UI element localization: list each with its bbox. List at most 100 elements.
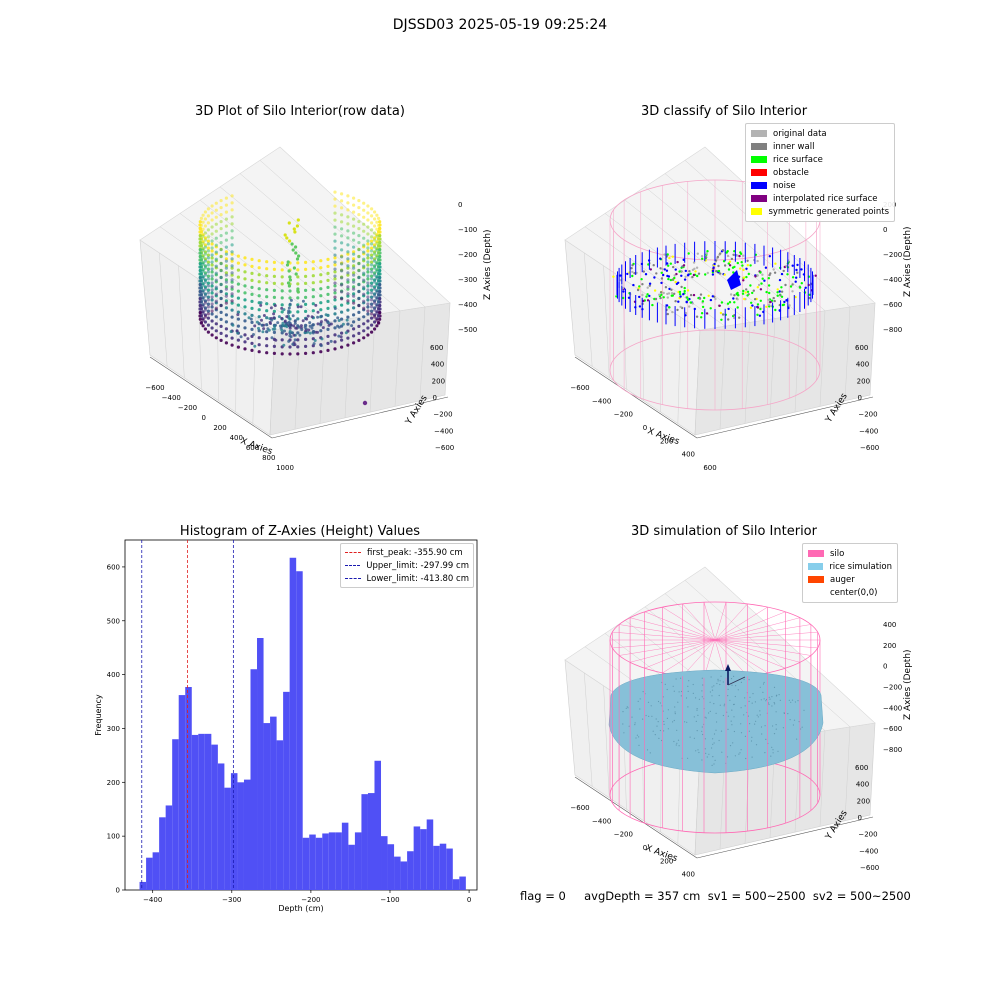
grid-line bbox=[719, 326, 726, 430]
classified-point bbox=[674, 280, 677, 284]
floor-point bbox=[316, 310, 320, 314]
wall-point bbox=[210, 281, 214, 285]
wall-point bbox=[214, 229, 218, 233]
rice-mesh-dot bbox=[768, 703, 770, 706]
floor-point bbox=[312, 330, 316, 333]
wall-point bbox=[224, 203, 228, 207]
rice-mesh-dot bbox=[634, 722, 636, 724]
wall-point bbox=[206, 239, 210, 243]
rice-mesh-dot bbox=[770, 755, 772, 757]
outlier-point bbox=[362, 400, 368, 406]
classified-point bbox=[794, 295, 797, 299]
wall-point bbox=[326, 327, 330, 331]
histogram-bar bbox=[165, 805, 173, 890]
rice-mesh-dot bbox=[661, 739, 663, 742]
histogram-bar bbox=[367, 793, 375, 890]
rice-mesh-dot bbox=[627, 707, 629, 709]
rice-mesh-dot bbox=[748, 700, 750, 702]
wall-point bbox=[199, 251, 203, 255]
wall-point bbox=[352, 327, 356, 331]
classified-point bbox=[668, 256, 671, 260]
rice-mesh-dot bbox=[762, 691, 764, 693]
rice-mesh-dot bbox=[701, 726, 703, 728]
wall-point bbox=[373, 210, 377, 214]
wall-point bbox=[219, 317, 223, 321]
wall-point bbox=[236, 261, 240, 265]
wall-point bbox=[340, 248, 344, 252]
wall-point bbox=[210, 326, 214, 330]
wall-point bbox=[272, 351, 276, 355]
rice-mesh-dot bbox=[760, 699, 762, 701]
wall-point bbox=[280, 352, 284, 356]
wall-point bbox=[333, 225, 337, 229]
classified-point bbox=[645, 295, 648, 298]
wall-point bbox=[214, 285, 218, 289]
wall-point bbox=[265, 288, 269, 292]
rice-mesh-dot bbox=[745, 757, 747, 760]
y-tick-label: −200 bbox=[858, 411, 877, 419]
rice-mesh-dot bbox=[689, 736, 691, 738]
classified-point bbox=[662, 273, 665, 277]
legend-swatch bbox=[751, 182, 767, 189]
rice-mesh-dot bbox=[704, 748, 706, 750]
wall-point bbox=[198, 311, 202, 315]
wall-point bbox=[378, 297, 382, 301]
wall-point bbox=[357, 338, 361, 342]
rice-mesh-dot bbox=[625, 707, 627, 709]
wall-point bbox=[357, 331, 361, 335]
wall-point bbox=[250, 313, 254, 317]
floor-point bbox=[260, 323, 264, 327]
floor-point bbox=[269, 322, 272, 325]
rice-mesh-dot bbox=[749, 723, 751, 725]
wall-point bbox=[250, 327, 254, 331]
panel-simulation-3d: −600−400−2000200400600−600−400−200020040… bbox=[564, 566, 913, 885]
rice-mesh-dot bbox=[790, 701, 792, 703]
wall-point bbox=[280, 268, 284, 272]
wall-point bbox=[333, 253, 337, 257]
rice-mesh-dot bbox=[744, 735, 746, 737]
rice-mesh-dot bbox=[791, 699, 794, 701]
legend-label: Lower_limit: -413.80 cm bbox=[366, 573, 469, 584]
wall-point bbox=[377, 300, 381, 304]
wall-point bbox=[366, 253, 370, 257]
wall-point bbox=[370, 309, 374, 313]
wall-point bbox=[346, 259, 350, 263]
classified-point bbox=[761, 273, 764, 276]
wall-point bbox=[370, 249, 374, 253]
wall-point bbox=[326, 264, 330, 268]
wall-point bbox=[319, 308, 323, 312]
x-tick-label: −600 bbox=[570, 384, 589, 392]
rice-mesh-dot bbox=[765, 738, 767, 740]
histogram-bar bbox=[322, 833, 329, 890]
classified-point bbox=[765, 305, 768, 308]
wall-point bbox=[340, 192, 344, 196]
wall-point bbox=[362, 271, 366, 275]
wall-point bbox=[373, 217, 377, 221]
wall-point bbox=[214, 236, 218, 240]
classified-point bbox=[751, 304, 754, 307]
rice-mesh-dot bbox=[713, 763, 715, 765]
rice-mesh-dot bbox=[773, 733, 776, 735]
classified-point bbox=[779, 294, 782, 297]
classified-point bbox=[666, 296, 669, 299]
wall-point bbox=[362, 229, 366, 233]
y-tick-label: 400 bbox=[107, 671, 120, 679]
wall-point bbox=[352, 250, 356, 254]
classified-point bbox=[714, 259, 718, 262]
legend-swatch bbox=[751, 130, 767, 137]
wall-point bbox=[224, 245, 228, 249]
rice-mesh-dot bbox=[733, 730, 735, 733]
wall-point bbox=[370, 263, 374, 267]
wall-point bbox=[199, 300, 203, 304]
x-tick-label: −600 bbox=[570, 804, 589, 812]
silo-roof-wire bbox=[714, 639, 818, 649]
classified-point bbox=[711, 295, 714, 298]
grid-line bbox=[819, 730, 826, 827]
wall-point bbox=[333, 295, 337, 299]
wall-point bbox=[333, 274, 337, 278]
floor-point bbox=[259, 301, 263, 305]
wall-point bbox=[366, 288, 370, 292]
classified-point bbox=[767, 298, 770, 301]
legend-label: original data bbox=[773, 128, 827, 139]
wall-point bbox=[224, 320, 228, 324]
